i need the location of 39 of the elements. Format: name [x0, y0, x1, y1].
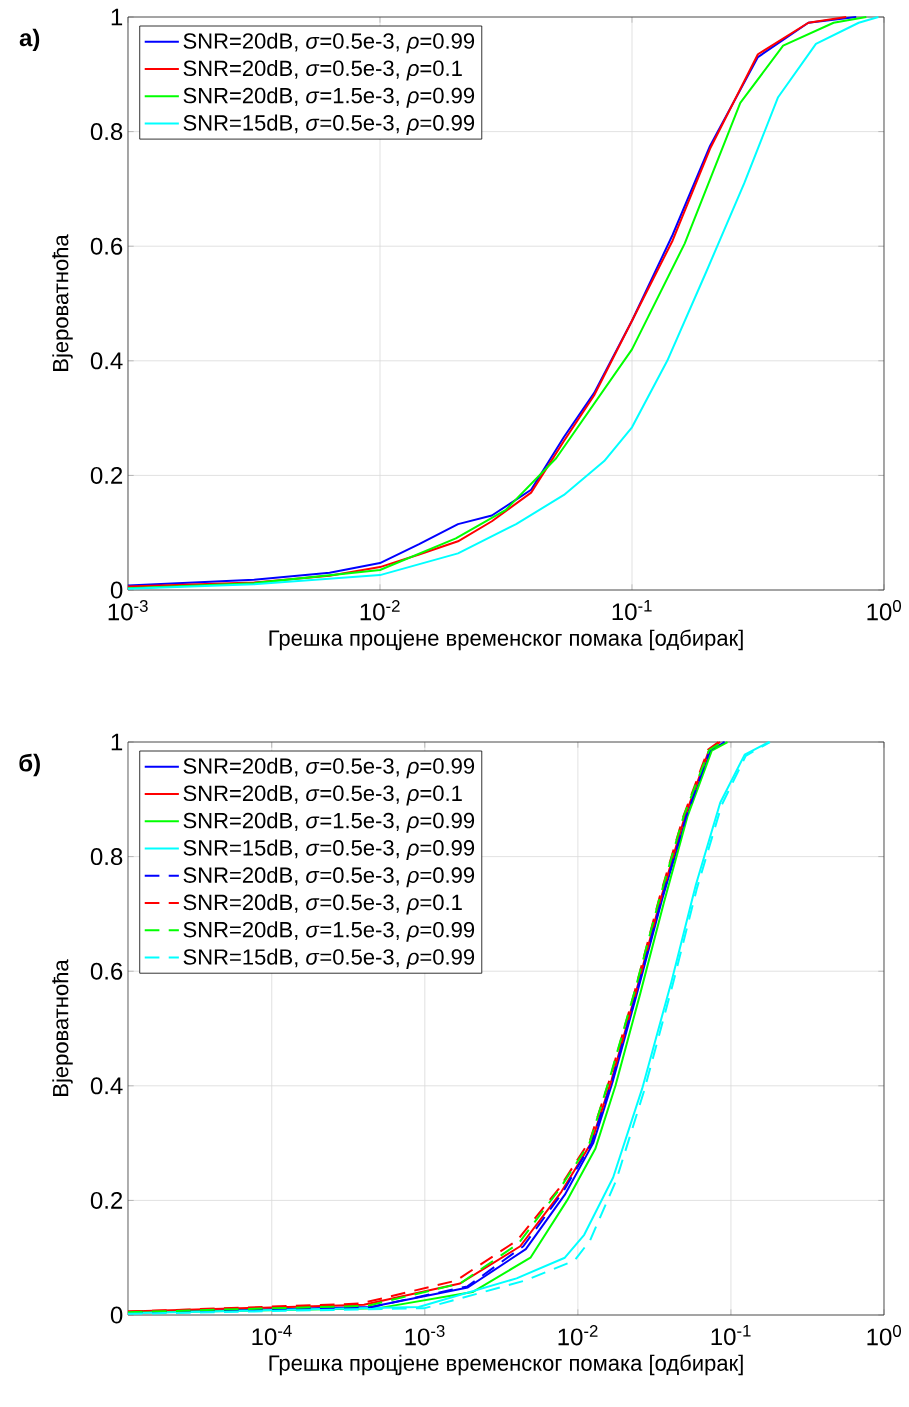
legend-label: SNR=20dB, σ=1.5e-3, ρ=0.99 [183, 812, 475, 833]
y-tick-label: 0.8 [90, 123, 123, 141]
x-tick-label: 10$^{0}$ [867, 1325, 902, 1346]
y-tick-label: 0.2 [90, 1191, 123, 1209]
legend-label: SNR=20dB, σ=1.5e-3, ρ=0.99 [183, 87, 475, 108]
y-axis-title: Вјероватноћа [52, 234, 73, 371]
y-tick-label: 0.6 [90, 962, 123, 980]
y-tick-label: 0.4 [90, 1077, 123, 1095]
x-tick-label: 10$^{-3}$ [108, 600, 148, 621]
text: б) [19, 753, 40, 777]
legend-label: SNR=15dB, σ=0.5e-3, ρ=0.99 [183, 839, 475, 860]
legend-label: SNR=20dB, σ=1.5e-3, ρ=0.99 [183, 921, 475, 942]
x-tick-label: 10$^{-2}$ [360, 600, 400, 621]
y-tick-label: 0.4 [90, 352, 123, 370]
y-tick-label: 0.6 [90, 237, 123, 255]
text: a) [19, 28, 40, 52]
legend-label: SNR=20dB, σ=0.5e-3, ρ=0.1 [183, 894, 462, 915]
y-tick-label: 0 [110, 581, 123, 599]
y-axis-title: Вјероватноћа [52, 959, 73, 1096]
legend-label: SNR=20dB, σ=0.5e-3, ρ=0.99 [183, 866, 475, 888]
y-tick-label: 1 [111, 733, 123, 751]
x-axis-title: Грешка процјене временског помака [одбирак] [269, 1354, 743, 1376]
x-axis-title: Грешка процјене временског помака [одбирак] [269, 629, 743, 651]
x-tick-label: 10$^{-1}$ [612, 600, 652, 621]
legend-label: SNR=20dB, σ=0.5e-3, ρ=0.99 [183, 757, 475, 779]
legend-label: SNR=20dB, σ=0.5e-3, ρ=0.1 [183, 59, 462, 81]
y-tick-label: 1 [111, 8, 123, 26]
y-tick-label: 0.8 [90, 848, 123, 866]
x-tick-label: 10$^{-4}$ [252, 1325, 292, 1346]
legend-label: SNR=20dB, σ=0.5e-3, ρ=0.1 [183, 784, 462, 806]
x-tick-label: 10$^{-2}$ [558, 1325, 598, 1346]
x-tick-label: 10$^{0}$ [867, 600, 902, 621]
legend-label: SNR=15dB, σ=0.5e-3, ρ=0.99 [183, 114, 475, 135]
y-tick-label: 0.2 [90, 466, 123, 484]
x-tick-label: 10$^{-1}$ [711, 1325, 751, 1346]
legend-label: SNR=15dB, σ=0.5e-3, ρ=0.99 [183, 948, 475, 970]
legend-label: SNR=20dB, σ=0.5e-3, ρ=0.99 [183, 32, 475, 54]
y-tick-label: 0 [110, 1306, 123, 1324]
x-tick-label: 10$^{-3}$ [405, 1325, 445, 1346]
